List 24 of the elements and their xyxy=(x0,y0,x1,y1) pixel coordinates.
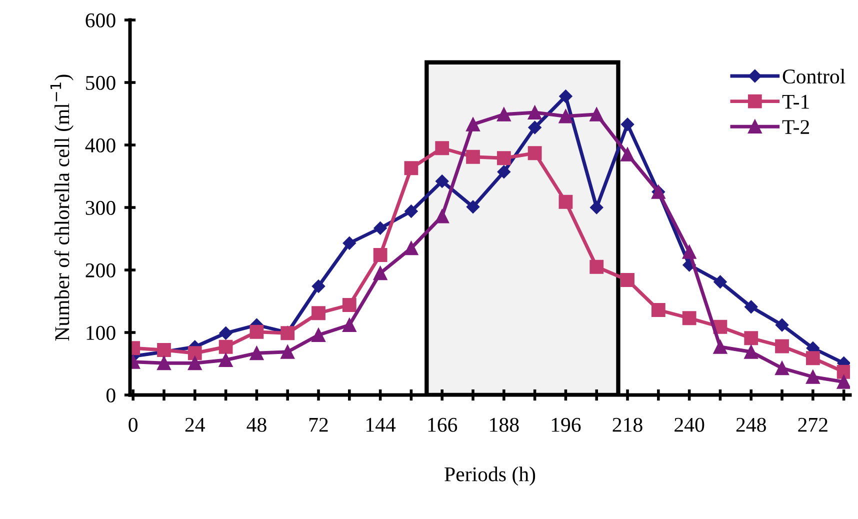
y-axis-title: Number of chlorella cell (ml$^{−1}$) xyxy=(50,74,74,341)
y-tick-label: 100 xyxy=(86,326,116,340)
x-axis-title: Periods (h) xyxy=(444,466,536,486)
x-tick-label: 24 xyxy=(185,418,205,432)
y-tick-label: 500 xyxy=(86,76,116,90)
x-tick-label: 196 xyxy=(552,418,581,432)
legend-label: T-1 xyxy=(782,94,809,109)
x-tick-label: 240 xyxy=(674,418,704,432)
y-tick-label: 600 xyxy=(86,13,116,28)
x-tick-label: 72 xyxy=(309,418,328,432)
y-tick-label: 300 xyxy=(86,200,116,215)
y-tick-label: 200 xyxy=(86,263,116,278)
y-tick-label: 0 xyxy=(106,388,116,402)
x-tick-label: 0 xyxy=(128,418,138,432)
x-tick-label: 188 xyxy=(490,418,519,432)
legend-label: Control xyxy=(782,68,846,84)
x-tick-label: 248 xyxy=(736,418,766,432)
x-tick-label: 144 xyxy=(366,418,396,432)
x-tick-label: 48 xyxy=(246,418,266,432)
legend-label: T-2 xyxy=(782,120,810,134)
x-tick-label: 272 xyxy=(798,418,828,432)
x-tick-label: 166 xyxy=(428,418,458,432)
x-tick-label: 218 xyxy=(612,418,642,432)
y-tick-label: 400 xyxy=(85,138,116,152)
